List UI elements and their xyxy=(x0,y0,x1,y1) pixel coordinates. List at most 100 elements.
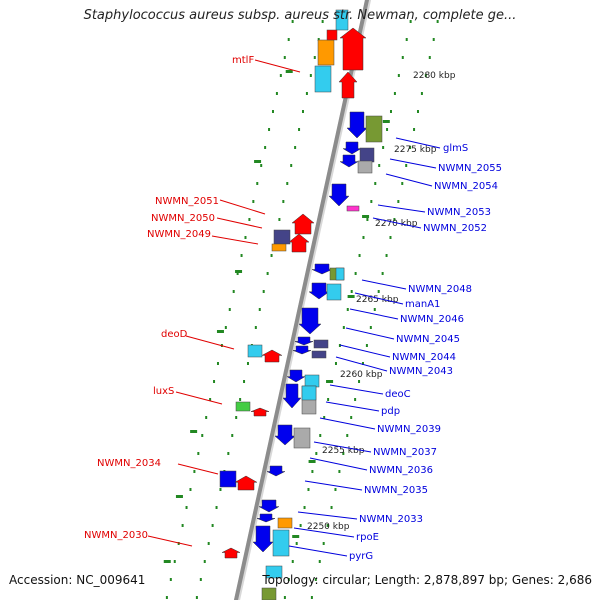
gene-arrow-reverse[interactable] xyxy=(308,282,330,300)
track-dot xyxy=(252,200,255,203)
gene-block[interactable] xyxy=(359,147,375,163)
gene-block[interactable] xyxy=(346,205,360,212)
gene-label-nwmn_2051[interactable]: NWMN_2051 xyxy=(155,196,219,207)
gene-label-nwmn_2046[interactable]: NWMN_2046 xyxy=(400,314,464,325)
gene-label-glms[interactable]: glmS xyxy=(443,143,468,154)
track-dot xyxy=(169,578,172,581)
gene-label-nwmn_2049[interactable]: NWMN_2049 xyxy=(147,229,211,240)
gene-block[interactable] xyxy=(335,9,349,31)
gene-block[interactable] xyxy=(273,229,291,245)
gene-arrow-forward[interactable] xyxy=(338,71,358,99)
gene-block[interactable] xyxy=(277,517,293,529)
gene-arrow-reverse[interactable] xyxy=(294,336,314,346)
gene-label-rpoe[interactable]: rpoE xyxy=(356,532,379,543)
gene-arrow-reverse[interactable] xyxy=(286,369,306,383)
gene-arrow-reverse[interactable] xyxy=(342,141,362,155)
gene-arrow-reverse[interactable] xyxy=(258,499,280,513)
gene-arrow-forward[interactable] xyxy=(261,349,283,363)
gene-arrow-forward[interactable] xyxy=(234,475,258,491)
gene-block[interactable] xyxy=(365,115,383,143)
leader-line xyxy=(211,235,259,245)
gene-label-nwmn_2055[interactable]: NWMN_2055 xyxy=(438,163,502,174)
track-dot xyxy=(177,542,180,545)
track-dot xyxy=(258,308,261,311)
track-dot xyxy=(270,254,273,257)
leader-line xyxy=(345,327,395,340)
leader-line xyxy=(216,217,263,229)
gene-label-nwmn_2035[interactable]: NWMN_2035 xyxy=(364,485,428,496)
gene-label-nwmn_2054[interactable]: NWMN_2054 xyxy=(434,181,498,192)
gene-arrow-reverse[interactable] xyxy=(339,154,359,168)
gene-block[interactable] xyxy=(272,529,290,557)
gene-label-nwmn_2052[interactable]: NWMN_2052 xyxy=(423,223,487,234)
gene-arrow-forward[interactable] xyxy=(221,547,241,559)
gene-block[interactable] xyxy=(311,350,327,359)
gene-label-nwmn_2033[interactable]: NWMN_2033 xyxy=(359,514,423,525)
gene-arrow-reverse[interactable] xyxy=(266,465,286,477)
track-dot xyxy=(189,488,192,491)
gene-arrow-forward[interactable] xyxy=(291,213,315,235)
gene-arrow-reverse[interactable] xyxy=(252,525,274,553)
track-dot xyxy=(197,452,200,455)
track-dot xyxy=(283,596,286,599)
gene-block[interactable] xyxy=(265,565,283,579)
gene-block[interactable] xyxy=(219,470,237,488)
gene-label-pyrg[interactable]: pyrG xyxy=(349,551,373,562)
leader-line xyxy=(377,204,426,213)
gene-label-mana1[interactable]: manA1 xyxy=(405,299,440,310)
gene-label-nwmn_2030[interactable]: NWMN_2030 xyxy=(84,530,148,541)
gene-label-nwmn_2036[interactable]: NWMN_2036 xyxy=(369,465,433,476)
gene-label-nwmn_2037[interactable]: NWMN_2037 xyxy=(373,447,437,458)
gene-label-nwmn_2044[interactable]: NWMN_2044 xyxy=(392,352,456,363)
gene-label-nwmn_2034[interactable]: NWMN_2034 xyxy=(97,458,161,469)
gene-block[interactable] xyxy=(335,267,345,281)
track-dot xyxy=(397,74,400,77)
track-dot xyxy=(228,308,231,311)
gene-block[interactable] xyxy=(357,160,373,174)
gene-label-nwmn_2043[interactable]: NWMN_2043 xyxy=(389,366,453,377)
track-dot xyxy=(216,362,219,365)
gene-arrow-forward[interactable] xyxy=(339,27,367,71)
gene-arrow-reverse[interactable] xyxy=(298,307,322,335)
gene-arrow-reverse[interactable] xyxy=(346,111,368,139)
gene-arrow-reverse[interactable] xyxy=(282,383,302,409)
track-dot xyxy=(393,218,396,221)
gene-label-luxs[interactable]: luxS xyxy=(153,386,174,397)
gene-arrow-forward[interactable] xyxy=(250,407,270,417)
gene-arrow-forward[interactable] xyxy=(288,233,310,253)
gene-label-mtlf[interactable]: mtlF xyxy=(232,55,254,66)
track-dot xyxy=(181,524,184,527)
gene-block[interactable] xyxy=(313,339,329,349)
gene-block[interactable] xyxy=(271,243,287,252)
gene-block[interactable] xyxy=(326,29,338,41)
gene-block[interactable] xyxy=(314,65,332,93)
track-dash xyxy=(216,330,224,333)
gene-label-nwmn_2045[interactable]: NWMN_2045 xyxy=(396,334,460,345)
track-dot xyxy=(195,596,198,599)
gene-label-nwmn_2053[interactable]: NWMN_2053 xyxy=(427,207,491,218)
gene-block[interactable] xyxy=(293,427,311,449)
gene-label-deod[interactable]: deoD xyxy=(161,329,188,340)
gene-block[interactable] xyxy=(301,385,317,401)
gene-block[interactable] xyxy=(247,344,263,358)
track-dash xyxy=(254,160,262,163)
track-dot xyxy=(271,110,274,113)
gene-label-deoc[interactable]: deoC xyxy=(385,389,411,400)
gene-arrow-reverse[interactable] xyxy=(311,263,333,275)
gene-block[interactable] xyxy=(304,374,320,388)
gene-block[interactable] xyxy=(261,587,277,601)
gene-label-nwmn_2050[interactable]: NWMN_2050 xyxy=(151,213,215,224)
gene-arrow-reverse[interactable] xyxy=(292,345,312,355)
gene-arrow-reverse[interactable] xyxy=(274,424,296,446)
gene-label-pdp[interactable]: pdp xyxy=(381,406,400,417)
gene-arrow-reverse[interactable] xyxy=(328,183,350,207)
track-dot xyxy=(294,146,297,149)
track-dot xyxy=(299,524,302,527)
gene-block[interactable] xyxy=(235,401,251,412)
gene-arrow-reverse[interactable] xyxy=(256,513,276,523)
gene-label-nwmn_2039[interactable]: NWMN_2039 xyxy=(377,424,441,435)
gene-label-nwmn_2048[interactable]: NWMN_2048 xyxy=(408,284,472,295)
label-layer: mtlF NWMN_2051 NWMN_2050 NWMN_2049 deoD luxS N… xyxy=(84,55,502,562)
gene-block[interactable] xyxy=(317,39,335,66)
gene-block[interactable] xyxy=(326,283,342,301)
